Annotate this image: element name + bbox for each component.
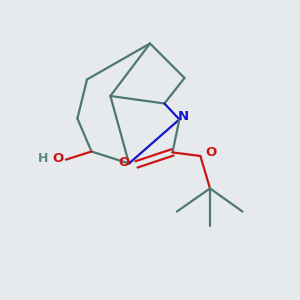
Text: O: O: [205, 146, 217, 160]
Text: H: H: [38, 152, 49, 165]
Text: N: N: [177, 110, 189, 123]
Text: O: O: [118, 156, 130, 170]
Text: O: O: [52, 152, 64, 165]
